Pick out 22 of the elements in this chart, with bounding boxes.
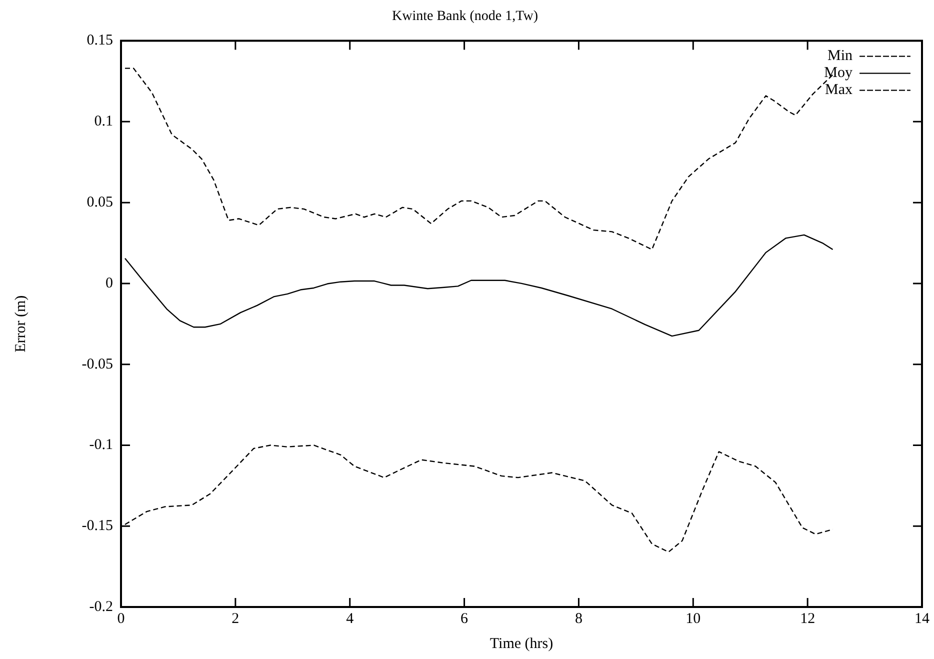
x-tick-label: 12	[800, 610, 816, 627]
y-tick-label: -0.1	[89, 437, 113, 454]
x-tick-label: 4	[346, 610, 354, 627]
y-tick-label: -0.15	[82, 518, 113, 534]
x-tick-label: 14	[914, 610, 930, 627]
x-tick-label: 2	[232, 610, 240, 627]
x-tick-label: 8	[574, 610, 582, 627]
y-tick-label: 0.05	[86, 194, 113, 211]
y-tick-label: 0	[106, 275, 113, 292]
x-tick-label: 6	[460, 610, 469, 627]
x-axis-title: Time (hrs)	[490, 636, 554, 652]
y-tick-label: 0.15	[86, 32, 113, 49]
y-axis-title: Error (m)	[12, 295, 29, 352]
y-tick-label: -0.2	[89, 598, 113, 615]
x-tick-label: 0	[117, 610, 125, 627]
legend-label: Max	[825, 82, 853, 98]
legend-label: Moy	[824, 65, 853, 82]
y-tick-label: 0.1	[94, 114, 113, 130]
y-tick-label: -0.05	[82, 356, 113, 372]
legend-label: Min	[827, 48, 853, 64]
x-tick-label: 10	[686, 610, 701, 627]
chart-title: Kwinte Bank (node 1,Tw)	[392, 9, 538, 24]
